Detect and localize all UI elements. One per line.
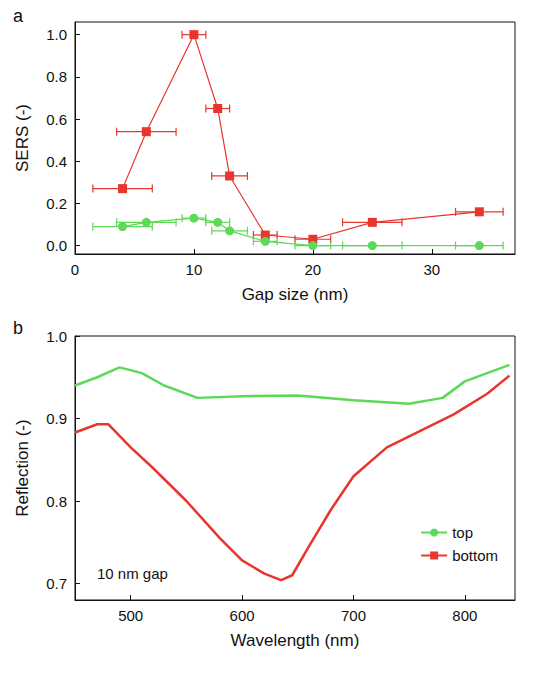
svg-text:0.0: 0.0 [46,237,67,254]
svg-text:700: 700 [341,607,366,624]
svg-text:a: a [13,6,24,26]
svg-text:0.8: 0.8 [46,493,67,510]
svg-text:0.2: 0.2 [46,195,67,212]
svg-text:Reflection (-): Reflection (-) [13,419,32,516]
svg-text:bottom: bottom [452,547,498,564]
svg-text:500: 500 [118,607,143,624]
svg-text:1.0: 1.0 [46,26,67,43]
svg-text:top: top [452,524,473,541]
svg-text:Wavelength (nm): Wavelength (nm) [231,631,360,650]
svg-text:20: 20 [304,261,321,278]
svg-text:0.4: 0.4 [46,153,67,170]
svg-text:10 nm gap: 10 nm gap [97,565,168,582]
svg-text:0.9: 0.9 [46,410,67,427]
svg-text:30: 30 [423,261,440,278]
svg-text:0: 0 [71,261,79,278]
svg-text:SERS (-): SERS (-) [13,104,32,172]
svg-text:600: 600 [230,607,255,624]
svg-text:Gap size (nm): Gap size (nm) [242,285,349,304]
svg-text:0.6: 0.6 [46,111,67,128]
svg-text:800: 800 [452,607,477,624]
svg-text:1.0: 1.0 [46,328,67,345]
svg-text:10: 10 [186,261,203,278]
svg-text:0.8: 0.8 [46,68,67,85]
svg-text:0.7: 0.7 [46,575,67,592]
svg-text:b: b [13,318,23,338]
